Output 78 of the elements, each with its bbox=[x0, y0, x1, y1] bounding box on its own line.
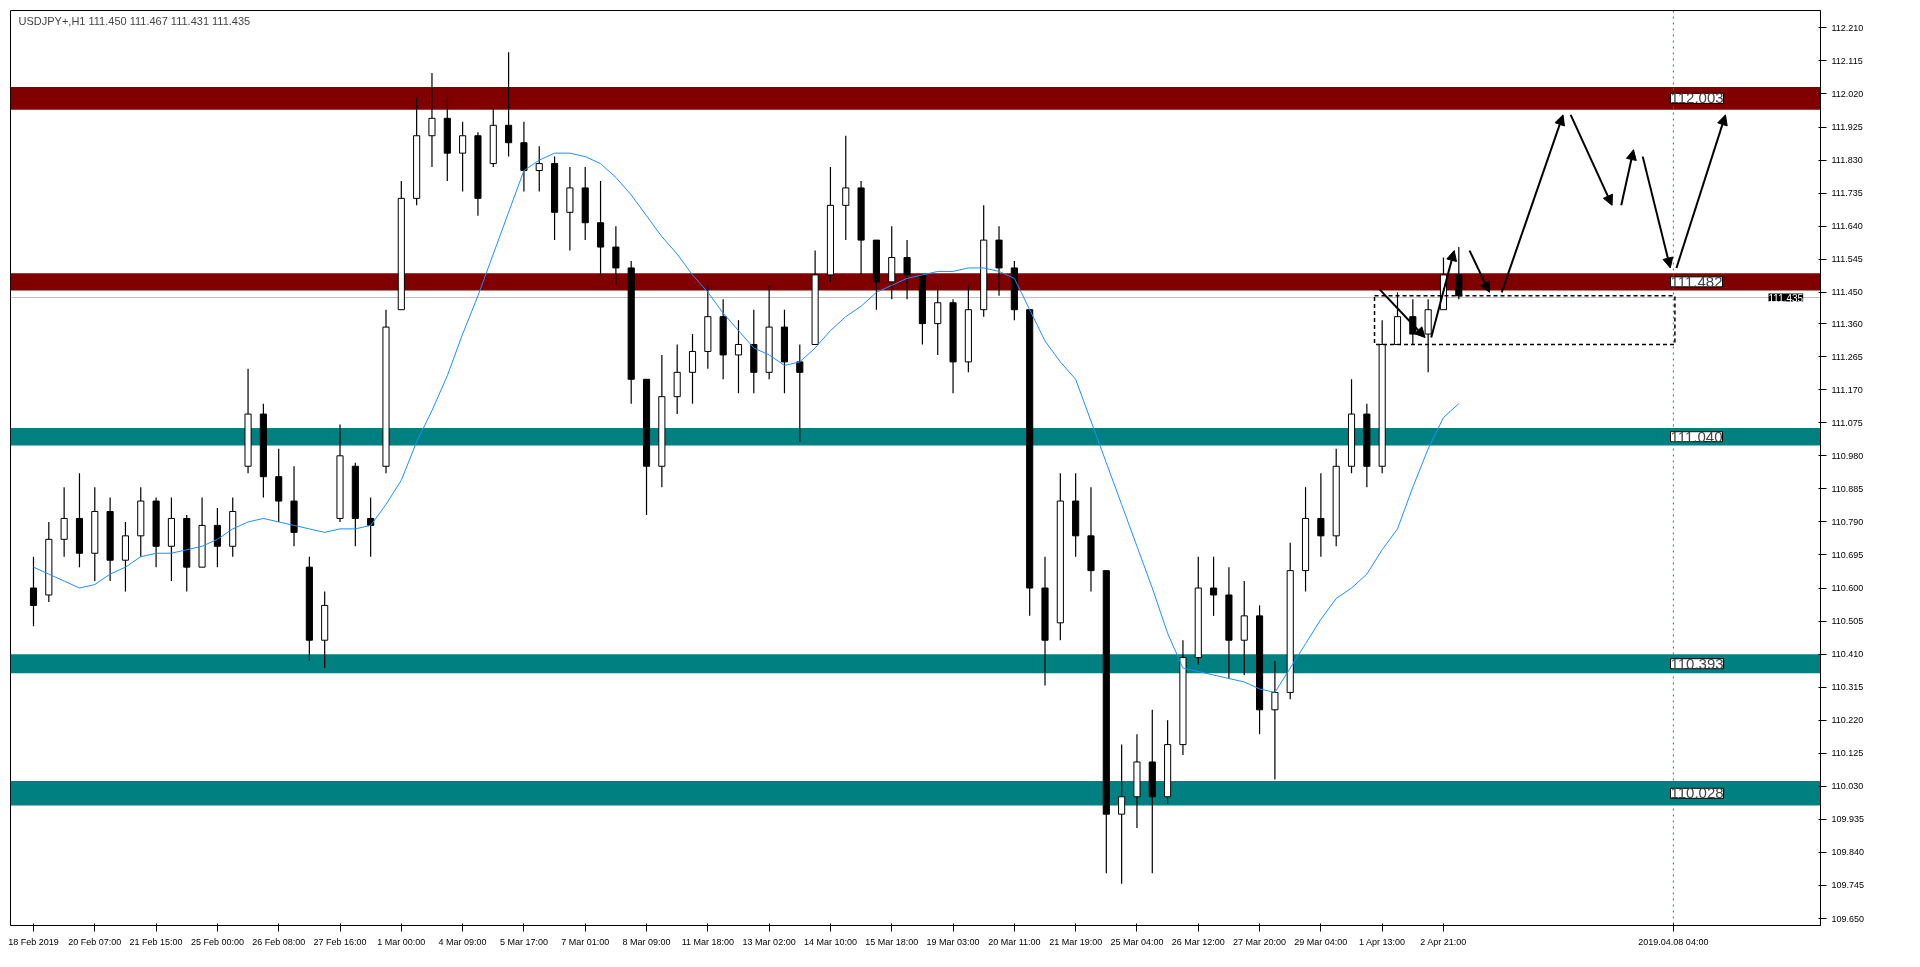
x-tick-label: 15 Mar 18:00 bbox=[865, 936, 919, 947]
candlestick bbox=[1271, 660, 1279, 780]
y-tick-label: 110.790 bbox=[1831, 516, 1864, 527]
y-tick-label: 111.265 bbox=[1831, 351, 1863, 362]
x-tick-label: 11 Mar 18:00 bbox=[681, 936, 735, 947]
y-tick-label: 111.450 bbox=[1831, 287, 1863, 298]
candlestick bbox=[213, 507, 221, 568]
x-tick-label: 27 Mar 20:00 bbox=[1233, 936, 1287, 947]
candlestick bbox=[734, 319, 743, 394]
y-tick-label: 110.505 bbox=[1831, 616, 1864, 627]
x-tick-label: 25 Mar 04:00 bbox=[1110, 936, 1164, 947]
x-tick-label: 20 Feb 07:00 bbox=[68, 936, 122, 947]
candlestick bbox=[459, 121, 467, 193]
x-tick-label: 18 Feb 2019 bbox=[8, 936, 59, 947]
x-tick-label: 13 Mar 02:00 bbox=[742, 936, 796, 947]
x-tick-label: 29 Mar 04:00 bbox=[1294, 936, 1348, 947]
x-tick-label: 26 Feb 08:00 bbox=[252, 936, 306, 947]
candlestick bbox=[29, 556, 38, 627]
y-tick-label: 110.030 bbox=[1831, 781, 1864, 792]
x-tick-label: 2019.04.08 04:00 bbox=[1638, 936, 1709, 947]
candlestick bbox=[612, 225, 620, 286]
y-tick-label: 112.020 bbox=[1831, 89, 1864, 99]
candlestick bbox=[688, 333, 697, 405]
band-label: 111.482 bbox=[1670, 272, 1723, 290]
x-tick-label: 26 Mar 12:00 bbox=[1171, 936, 1225, 947]
x-tick-label: 1 Apr 13:00 bbox=[1358, 936, 1405, 947]
candlestick bbox=[903, 239, 911, 300]
y-tick-label: 112.115 bbox=[1831, 55, 1863, 66]
candlestick bbox=[842, 135, 850, 241]
band-label: 110.393 bbox=[1670, 654, 1724, 672]
x-tick-label: 8 Mar 09:00 bbox=[622, 936, 671, 947]
x-tick-label: 7 Mar 01:00 bbox=[561, 936, 610, 947]
x-tick-label: 2 Apr 21:00 bbox=[1420, 936, 1467, 947]
x-tick-label: 21 Feb 15:00 bbox=[129, 936, 183, 947]
y-tick-label: 111.075 bbox=[1831, 417, 1863, 428]
x-tick-label: 4 Mar 09:00 bbox=[438, 936, 487, 947]
x-tick-label: 21 Mar 19:00 bbox=[1049, 936, 1103, 947]
candlestick bbox=[1118, 743, 1126, 885]
y-tick-label: 109.650 bbox=[1831, 913, 1865, 924]
y-tick-label: 110.315 bbox=[1831, 682, 1864, 693]
ref-line-label: 111.435 bbox=[1768, 292, 1804, 304]
y-tick-label: 109.840 bbox=[1831, 847, 1865, 858]
band-label: 110.028 bbox=[1670, 784, 1724, 802]
x-tick-label: 27 Feb 16:00 bbox=[313, 936, 367, 947]
band-label: 111.040 bbox=[1670, 427, 1723, 445]
candlestick bbox=[1317, 472, 1325, 558]
y-tick-label: 112.210 bbox=[1831, 22, 1864, 33]
x-tick-label: 14 Mar 10:00 bbox=[803, 936, 857, 947]
y-tick-label: 109.935 bbox=[1831, 814, 1865, 825]
y-tick-label: 110.885 bbox=[1831, 483, 1864, 494]
x-tick-label: 5 Mar 17:00 bbox=[499, 936, 548, 947]
y-tick-label: 110.125 bbox=[1831, 748, 1864, 759]
x-tick-label: 25 Feb 00:00 bbox=[190, 936, 244, 947]
y-tick-label: 111.735 bbox=[1831, 188, 1863, 199]
y-tick-label: 111.170 bbox=[1831, 384, 1863, 395]
candlestick bbox=[505, 51, 513, 158]
band-label: 112.003 bbox=[1670, 89, 1724, 107]
candlestick bbox=[60, 486, 68, 558]
candlestick bbox=[934, 284, 942, 356]
x-tick-label: 1 Mar 00:00 bbox=[377, 936, 426, 947]
candlestick bbox=[428, 72, 436, 168]
y-tick-label: 111.830 bbox=[1831, 155, 1863, 166]
y-tick-label: 111.640 bbox=[1831, 221, 1863, 232]
chart-title: USDJPY+,H1 111.450 111.467 111.431 111.435 bbox=[18, 14, 251, 27]
y-tick-label: 111.925 bbox=[1831, 122, 1863, 133]
y-tick-label: 110.600 bbox=[1831, 583, 1864, 594]
x-tick-label: 19 Mar 03:00 bbox=[926, 936, 980, 947]
y-tick-label: 109.745 bbox=[1831, 880, 1865, 891]
y-tick-label: 110.410 bbox=[1831, 649, 1864, 660]
y-tick-label: 110.695 bbox=[1831, 549, 1864, 560]
candlestick bbox=[535, 145, 543, 193]
candlestick bbox=[1210, 556, 1218, 617]
y-tick-label: 110.980 bbox=[1831, 450, 1864, 461]
y-tick-label: 111.545 bbox=[1831, 254, 1863, 265]
y-tick-label: 111.360 bbox=[1831, 318, 1863, 329]
candlestick bbox=[796, 343, 804, 443]
y-tick-label: 110.220 bbox=[1831, 715, 1864, 726]
x-tick-label: 20 Mar 11:00 bbox=[988, 936, 1041, 947]
